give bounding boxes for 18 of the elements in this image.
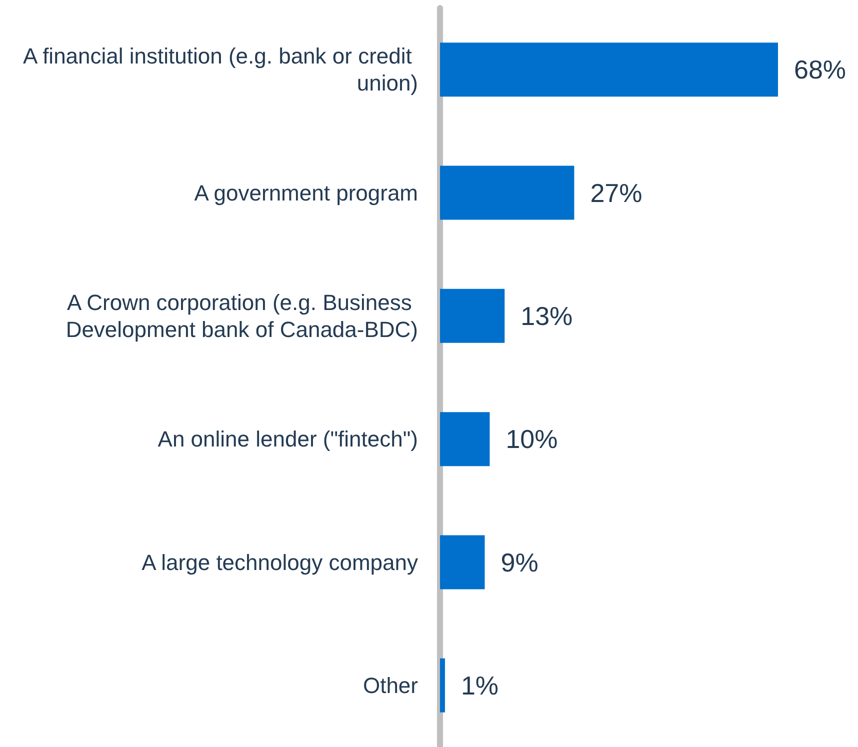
y-tick-label: A large technology company (142, 550, 418, 575)
y-tick-label: An online lender ("fintech") (158, 426, 418, 452)
data-label: 13% (520, 300, 573, 331)
y-tick-label: A government program (194, 180, 418, 206)
data-label: 9% (500, 547, 538, 578)
bar (440, 42, 778, 97)
y-tick-label: A Crown corporation (e.g. Business Development bank of Canada-BDC) (66, 290, 418, 342)
data-label: 27% (590, 178, 642, 208)
bar (440, 412, 490, 466)
bar (440, 535, 485, 590)
bar (440, 658, 445, 712)
y-tick-label: Other (362, 672, 418, 698)
data-label: 1% (460, 670, 499, 700)
bar (440, 288, 505, 343)
data-label: 68% (794, 54, 846, 85)
data-label: 10% (506, 424, 558, 454)
y-tick-label: A financial institution (e.g. bank or credit union) (23, 44, 418, 96)
bar (440, 166, 574, 220)
